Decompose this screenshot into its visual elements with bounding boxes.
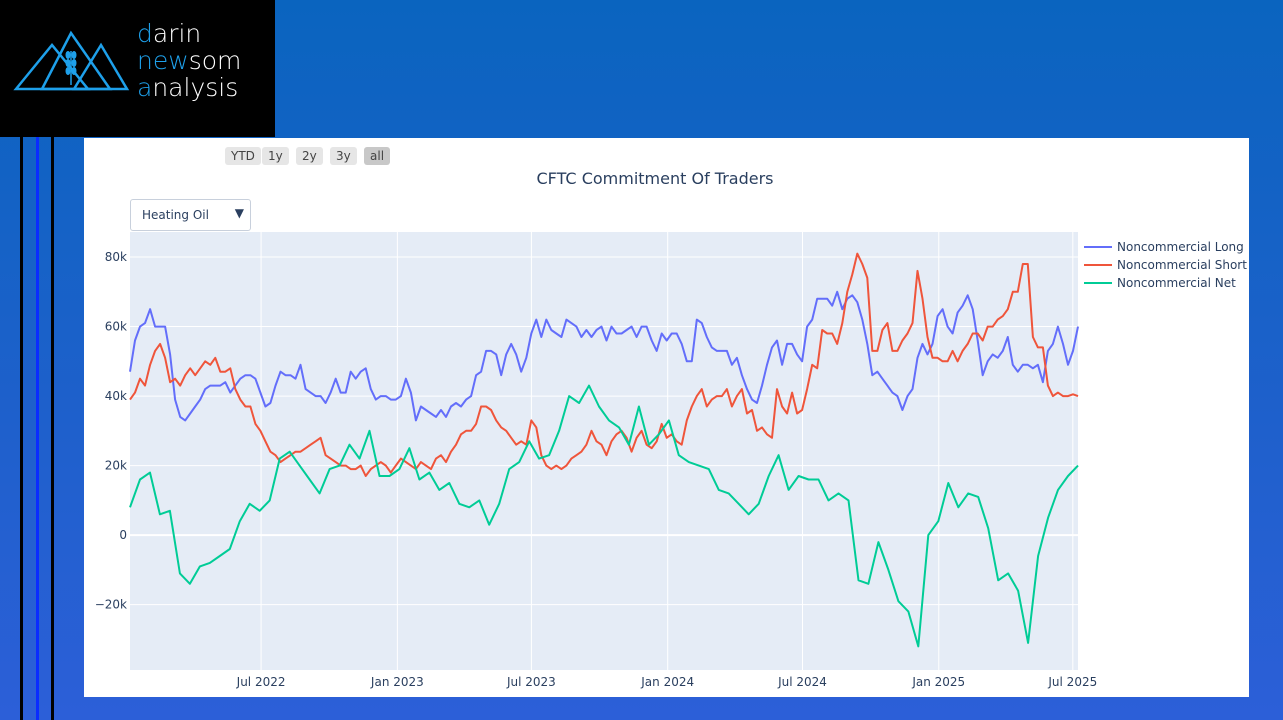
x-tick-label: Jan 2023 <box>370 675 424 689</box>
x-tick-label: Jul 2024 <box>777 675 827 689</box>
chevron-down-icon: ▼ <box>234 206 244 220</box>
decorative-bar <box>51 137 54 720</box>
logo-wordmark: darin newsom analysis <box>137 20 241 101</box>
series-line-noncommercial-long <box>129 290 1079 422</box>
series-line-noncommercial-short <box>129 252 1079 477</box>
decorative-bar <box>20 137 23 720</box>
x-tick-label: Jan 2025 <box>911 675 965 689</box>
commodity-dropdown[interactable]: Heating Oil ▼ <box>130 199 251 231</box>
logo-text: nalysis <box>152 73 239 102</box>
logo-text: som <box>188 46 242 75</box>
x-tick-label: Jul 2025 <box>1047 675 1097 689</box>
logo: darin newsom analysis <box>0 0 275 137</box>
range-button-ytd[interactable]: YTD <box>225 147 261 165</box>
chart-title: CFTC Commitment Of Traders <box>537 169 774 188</box>
y-tick-label: 40k <box>105 389 127 403</box>
range-button-all[interactable]: all <box>364 147 391 165</box>
series-line-noncommercial-net <box>129 384 1079 648</box>
y-tick-label: 20k <box>105 459 127 473</box>
y-tick-label: −20k <box>95 598 127 612</box>
range-button-3y[interactable]: 3y <box>330 147 357 165</box>
decorative-bar <box>36 137 39 720</box>
y-tick-label: 0 <box>119 528 127 542</box>
logo-text: arin <box>152 19 202 48</box>
range-button-2y[interactable]: 2y <box>296 147 323 165</box>
range-button-1y[interactable]: 1y <box>262 147 289 165</box>
logo-letter: d <box>137 19 153 48</box>
x-tick-label: Jul 2023 <box>506 675 556 689</box>
dropdown-selected: Heating Oil <box>142 208 209 222</box>
legend-item: Noncommercial Short <box>1117 258 1247 272</box>
logo-text: ew <box>152 46 189 75</box>
logo-letter: a <box>137 73 153 102</box>
x-tick-label: Jan 2024 <box>640 675 694 689</box>
legend-item: Noncommercial Net <box>1117 276 1236 290</box>
y-tick-label: 80k <box>105 250 127 264</box>
y-tick-label: 60k <box>105 320 127 334</box>
legend-item: Noncommercial Long <box>1117 240 1244 254</box>
mountain-wheat-logo-icon <box>13 30 130 91</box>
logo-letter: n <box>137 46 153 75</box>
x-tick-label: Jul 2022 <box>236 675 286 689</box>
